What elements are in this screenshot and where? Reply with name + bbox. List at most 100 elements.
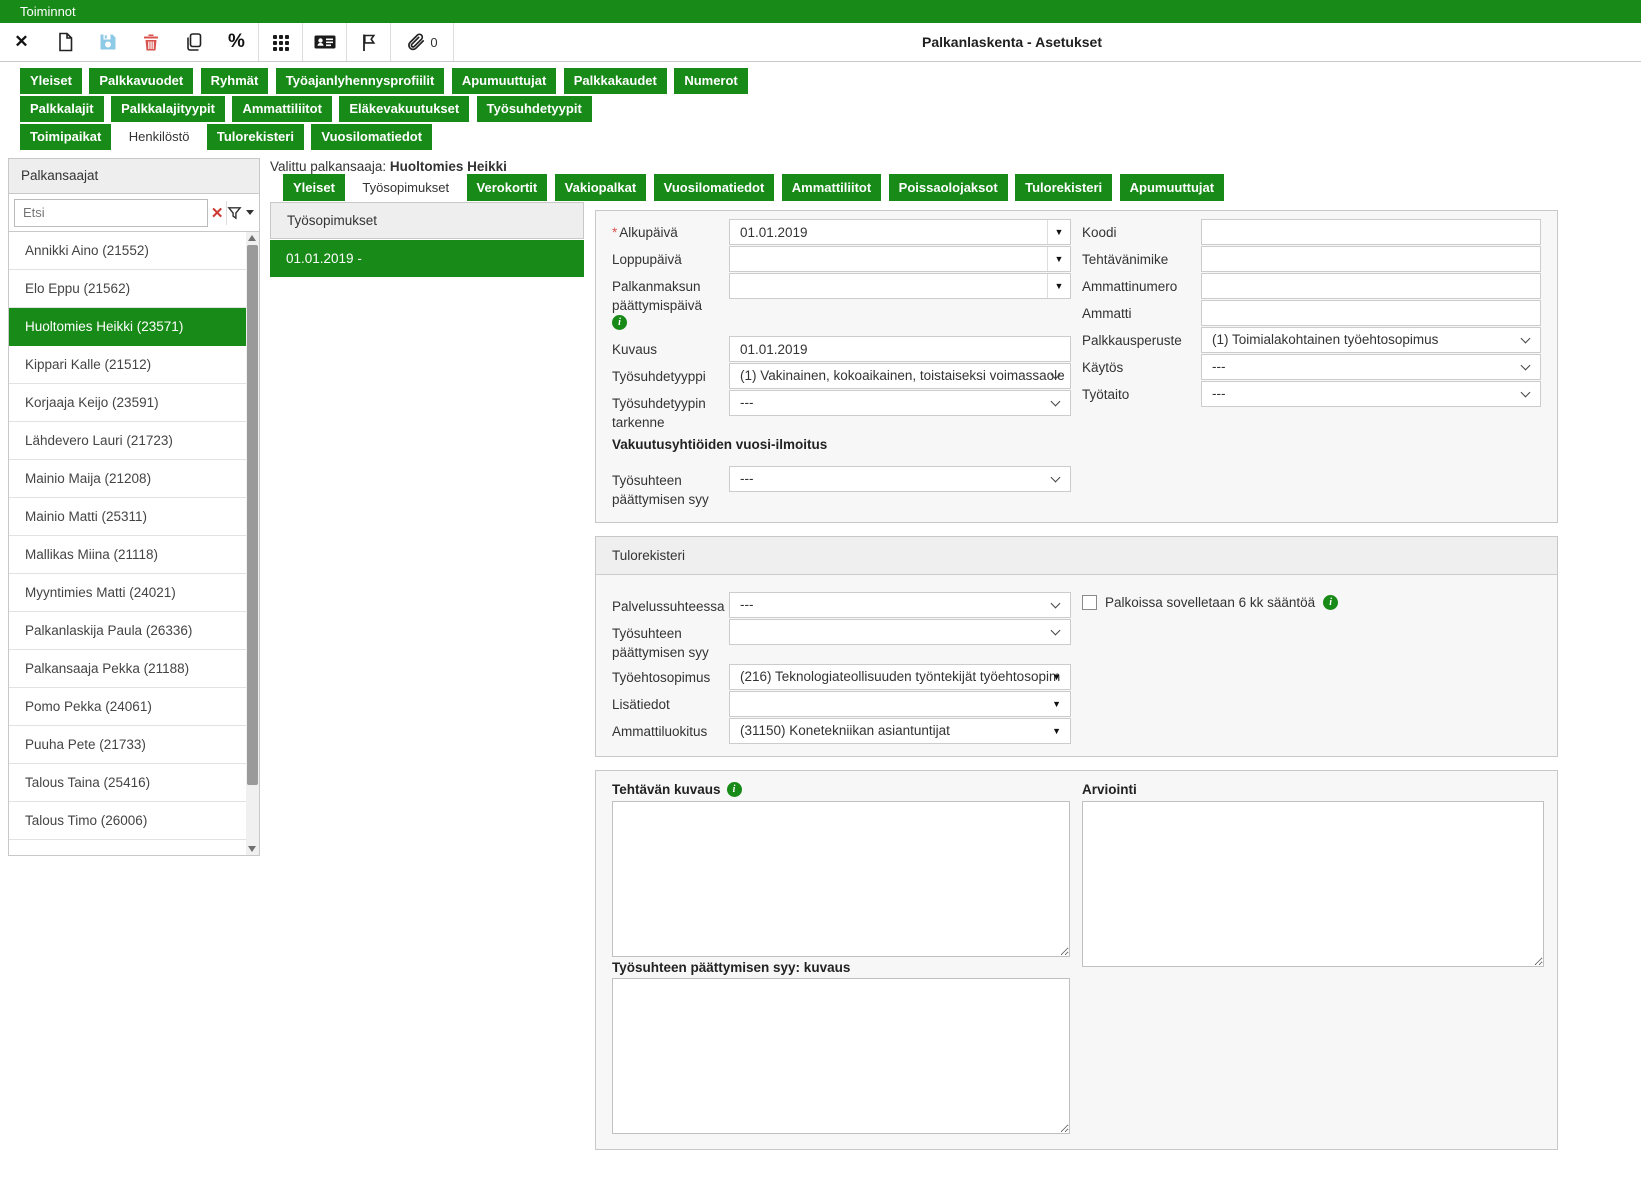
tab-apumuuttujat[interactable]: Apumuuttujat: [451, 68, 557, 94]
ammattinumero-input[interactable]: [1201, 273, 1541, 299]
person-tab-tyosopimukset-active[interactable]: Työsopimukset: [352, 174, 460, 201]
ammatti-input[interactable]: [1201, 300, 1541, 326]
tarkenne-select[interactable]: ---: [729, 390, 1071, 416]
percent-button[interactable]: %: [215, 23, 258, 61]
toolbar-divider: [258, 23, 259, 61]
filter-button[interactable]: [227, 199, 254, 227]
paattymisen-syy-select[interactable]: ---: [729, 466, 1071, 492]
palvelussuhteessa-select[interactable]: ---: [729, 592, 1071, 618]
tab-elakevakuutukset[interactable]: Eläkevakuutukset: [339, 96, 470, 122]
menu-toiminnot[interactable]: Toiminnot: [20, 4, 76, 19]
employee-item[interactable]: Mainio Matti (25311): [9, 498, 246, 536]
copy-button[interactable]: [172, 23, 215, 61]
employee-item[interactable]: Annikki Aino (21552): [9, 232, 246, 270]
person-tab-tulorekisteri[interactable]: Tulorekisteri: [1015, 174, 1113, 201]
employee-item[interactable]: Palkansaaja Pekka (21188): [9, 650, 246, 688]
employee-item[interactable]: Pomo Pekka (24061): [9, 688, 246, 726]
tab-yleiset[interactable]: Yleiset: [20, 68, 82, 94]
scroll-up-icon[interactable]: [248, 235, 256, 241]
paattymisen-kuvaus-textarea[interactable]: [612, 978, 1070, 1134]
flag-button[interactable]: [347, 23, 390, 61]
alkupaiva-datepicker-button[interactable]: ▼: [1047, 220, 1070, 244]
tab-henkilosto-active[interactable]: Henkilöstö: [118, 124, 200, 150]
delete-button[interactable]: [129, 23, 172, 61]
alkupaiva-datefield: ▼: [729, 219, 1071, 245]
palkanmaksun-datepicker-button[interactable]: ▼: [1047, 274, 1070, 298]
employee-item[interactable]: Puuha Pete (21733): [9, 726, 246, 764]
employee-item[interactable]: Talous Timo (26006): [9, 802, 246, 840]
info-icon[interactable]: [1323, 595, 1339, 610]
tehtavan-kuvaus-textarea[interactable]: [612, 801, 1070, 957]
toolbar-divider: [453, 23, 454, 61]
toolbar-divider: [302, 23, 303, 61]
employee-item[interactable]: Lähdevero Lauri (21723): [9, 422, 246, 460]
id-card-button[interactable]: [303, 23, 346, 61]
tulorekisteri-panel: Tulorekisteri Palvelussuhteessa --- Työs…: [595, 536, 1558, 757]
tab-toimipaikat[interactable]: Toimipaikat: [20, 124, 112, 150]
caret-down-icon: ▼: [1054, 227, 1064, 237]
person-tab-ammattiliitot[interactable]: Ammattiliitot: [781, 174, 882, 201]
person-tab-yleiset[interactable]: Yleiset: [283, 174, 345, 201]
lisatiedot-combo[interactable]: ▼: [729, 691, 1071, 717]
tab-palkkakaudet[interactable]: Palkkakaudet: [563, 68, 667, 94]
arviointi-textarea[interactable]: [1082, 801, 1544, 967]
employee-item[interactable]: Korjaaja Keijo (23591): [9, 384, 246, 422]
attachment-button[interactable]: 0: [391, 23, 453, 61]
tab-vuosilomatiedot[interactable]: Vuosilomatiedot: [311, 124, 433, 150]
tab-tyosuhdetyypit[interactable]: Työsuhdetyypit: [476, 96, 592, 122]
person-tab-vakiopalkat[interactable]: Vakiopalkat: [554, 174, 647, 201]
scrollbar-thumb[interactable]: [247, 245, 258, 785]
search-input[interactable]: [14, 198, 208, 227]
alkupaiva-label: * Alkupäivä: [612, 225, 678, 240]
tab-tyoajanlyhennysprofiilit[interactable]: Työajanlyhennysprofiilit: [275, 68, 445, 94]
caret-down-icon: ▼: [1054, 254, 1064, 264]
clear-search-button[interactable]: ✕: [208, 199, 226, 227]
tr-paattymisen-syy-select[interactable]: [729, 619, 1071, 645]
employee-item[interactable]: Mallikas Miina (21118): [9, 536, 246, 574]
ammattiluokitus-combo[interactable]: (31150) Konetekniikan asiantuntijat ▼: [729, 718, 1071, 744]
tab-palkkalajit[interactable]: Palkkalajit: [20, 96, 104, 122]
employee-item[interactable]: Mainio Maija (21208): [9, 460, 246, 498]
tab-ryhmat[interactable]: Ryhmät: [200, 68, 269, 94]
tyoehtosopimus-combo[interactable]: (216) Teknologiateollisuuden työntekijät…: [729, 664, 1071, 690]
tab-numerot[interactable]: Numerot: [674, 68, 748, 94]
save-button[interactable]: [86, 23, 129, 61]
scroll-down-icon[interactable]: [248, 846, 256, 852]
palkanmaksun-input[interactable]: [730, 274, 1047, 298]
palkkausperuste-select[interactable]: (1) Toimialakohtainen työehtosopimus: [1201, 327, 1541, 353]
tab-tulorekisteri[interactable]: Tulorekisteri: [206, 124, 304, 150]
tab-palkkavuodet[interactable]: Palkkavuodet: [89, 68, 194, 94]
loppupaiva-datepicker-button[interactable]: ▼: [1047, 247, 1070, 271]
six-month-rule-checkbox[interactable]: [1082, 595, 1097, 610]
kaytos-select[interactable]: ---: [1201, 354, 1541, 380]
tehtavanimike-input[interactable]: [1201, 246, 1541, 272]
new-document-button[interactable]: [43, 23, 86, 61]
employee-item[interactable]: Talous Taina (25416): [9, 764, 246, 802]
tab-ammattiliitot[interactable]: Ammattiliitot: [232, 96, 332, 122]
employee-item[interactable]: Myyntimies Matti (24021): [9, 574, 246, 612]
person-tab-poissaolojaksot[interactable]: Poissaolojaksot: [888, 174, 1008, 201]
alkupaiva-input[interactable]: [730, 220, 1047, 244]
koodi-input[interactable]: [1201, 219, 1541, 245]
person-tab-vuosilomatiedot[interactable]: Vuosilomatiedot: [653, 174, 775, 201]
tyotaito-select[interactable]: ---: [1201, 381, 1541, 407]
close-button[interactable]: ✕: [0, 23, 43, 61]
palkanmaksun-label: Palkanmaksun päättymispäivä: [612, 279, 703, 313]
person-tab-verokortit[interactable]: Verokortit: [466, 174, 548, 201]
employee-item[interactable]: Kippari Kalle (21512): [9, 346, 246, 384]
toolbar-divider: [346, 23, 347, 61]
tyoehtosopimus-label: Työehtosopimus: [612, 670, 711, 685]
loppupaiva-input[interactable]: [730, 247, 1047, 271]
employee-item[interactable]: Palkanlaskija Paula (26336): [9, 612, 246, 650]
employee-item[interactable]: Elo Eppu (21562): [9, 270, 246, 308]
person-tab-apumuuttujat[interactable]: Apumuuttujat: [1119, 174, 1225, 201]
employee-item-selected[interactable]: Huoltomies Heikki (23571): [9, 308, 246, 346]
list-scrollbar[interactable]: [246, 232, 259, 855]
info-icon[interactable]: [726, 782, 742, 797]
kuvaus-input[interactable]: [729, 336, 1071, 362]
tab-palkkalajityypit[interactable]: Palkkalajityypit: [111, 96, 226, 122]
grid-menu-button[interactable]: [259, 23, 302, 61]
info-icon[interactable]: [612, 315, 627, 330]
tyosuhdetyyppi-select[interactable]: (1) Vakinainen, kokoaikainen, toistaisek…: [729, 363, 1071, 389]
contract-item-selected[interactable]: 01.01.2019 -: [270, 240, 584, 277]
